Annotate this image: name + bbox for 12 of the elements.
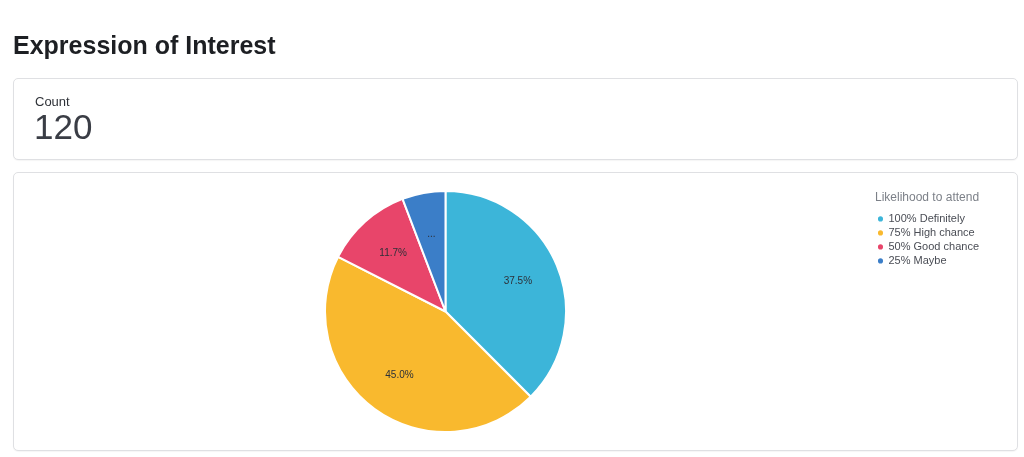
data-label: 37.5% xyxy=(503,275,533,287)
data-label: 11.7% xyxy=(379,246,408,258)
text: 120 xyxy=(34,107,93,146)
data-label: ... xyxy=(427,228,436,240)
legend-title: Likelihood to attend xyxy=(874,190,980,205)
text: Expression of Interest xyxy=(13,31,276,59)
text: Count xyxy=(35,94,70,109)
legend-label: 25% Maybe xyxy=(888,253,947,266)
legend-label: 50% Good chance xyxy=(888,239,980,252)
legend-label: 100% Definitely xyxy=(888,211,966,224)
legend-label: 75% High chance xyxy=(888,225,975,238)
data-label: 45.0% xyxy=(385,368,414,380)
